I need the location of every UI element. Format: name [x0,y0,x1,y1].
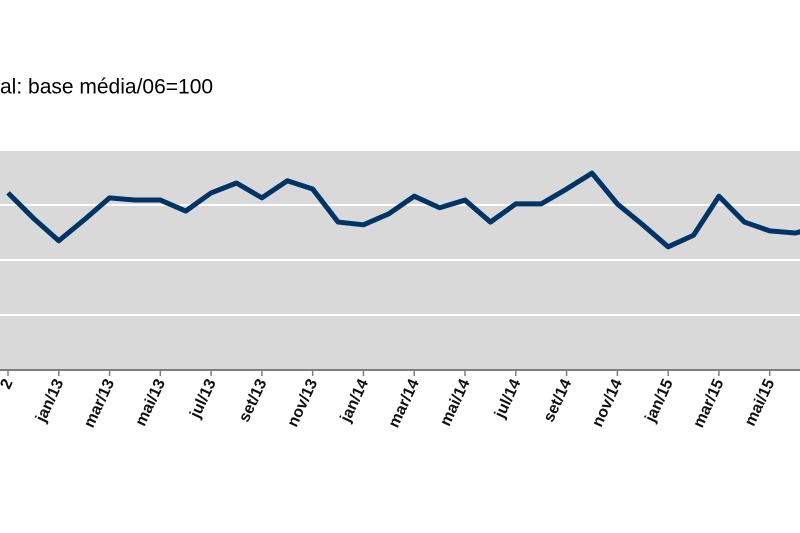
x-tick-label: set/14 [541,376,576,424]
x-tick-label: mar/15 [690,376,727,430]
x-tick-label: set/13 [236,376,271,424]
x-tick-label: mai/15 [742,376,779,428]
x-tick-label: jan/14 [337,376,372,425]
x-tick-label: jan/15 [642,376,677,425]
x-tick-label: jan/13 [32,376,67,425]
x-tick-label: mai/13 [133,376,170,428]
x-tick-label: mar/13 [81,376,118,430]
x-tick-label: mar/14 [386,376,423,430]
x-tick-label: mai/14 [437,376,474,428]
x-tick-label: jul/13 [187,376,220,421]
data-line [6,170,800,250]
x-tick-label: 2 [0,376,17,391]
chart-title: al: base média/06=100 [0,76,213,99]
x-tick-label: nov/14 [589,376,626,429]
x-tick-label: jul/14 [491,376,524,421]
x-tick-label: nov/13 [284,376,321,429]
